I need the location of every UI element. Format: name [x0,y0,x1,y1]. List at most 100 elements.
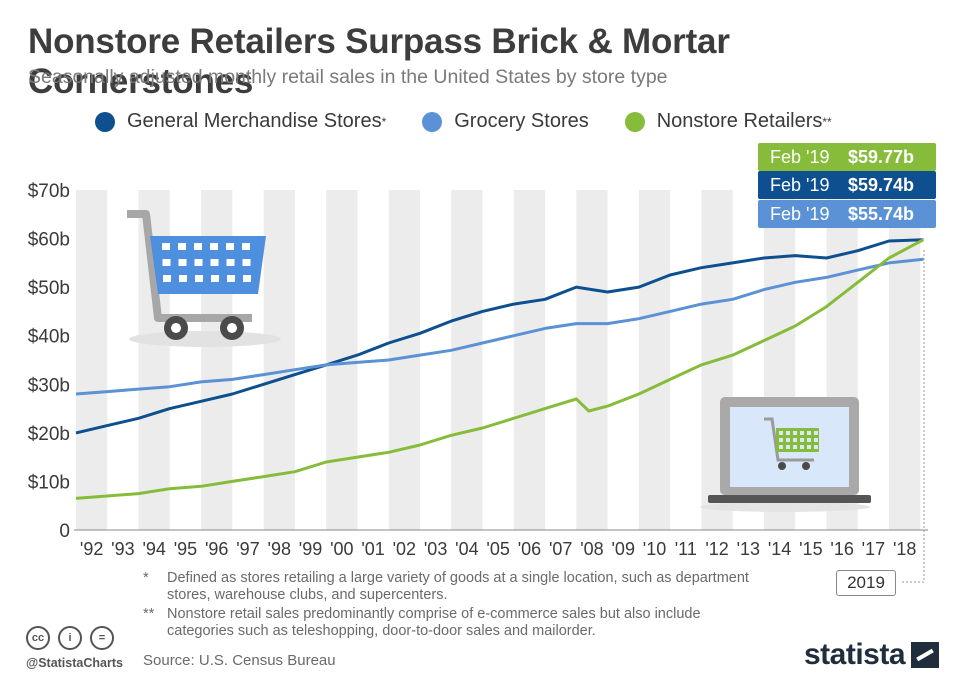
year-box: 2019 [836,570,896,596]
laptop-cart-cell [800,431,804,435]
laptop-cart-cell [800,438,804,442]
year-band [513,190,546,530]
cart-grid-cell [242,243,250,250]
x-tick-label: '13 [737,539,760,559]
laptop-cart-cell [779,431,783,435]
cart-grid-cell [179,275,187,282]
x-tick-label: '94 [142,539,165,559]
cart-grid-cell [178,243,186,250]
chart-title: Nonstore Retailers Surpass Brick & Morta… [28,22,730,101]
x-tick-label: '98 [268,539,291,559]
cart-grid-cell [163,275,171,282]
cart-grid-cell [162,259,171,266]
x-tick-label: '95 [174,539,197,559]
cart-grid-cell [195,275,203,282]
x-tick-label: '00 [330,539,353,559]
y-tick-label: 0 [59,521,70,542]
callout-date: Feb '19 [770,146,830,167]
footnote: * Defined as stores retailing a large va… [143,570,763,604]
legend-swatch-nonstore [624,111,645,132]
footnote: ** Nonstore retail sales predominantly c… [143,606,763,640]
y-tick-label: $30b [28,375,70,396]
laptop-icon [700,397,871,512]
x-tick-label: '11 [675,539,697,559]
y-tick-label: $20b [28,424,70,445]
no-derivatives-icon: = [90,626,114,650]
value-callout: Feb '19 $59.77b [758,143,936,171]
x-tick-label: '01 [361,539,384,559]
laptop-cart-cell [807,438,811,442]
footnote-text: Nonstore retail sales predominantly comp… [167,606,701,639]
x-tick-label: '08 [580,539,603,559]
footnotes: * Defined as stores retailing a large va… [143,570,763,642]
series-lines [75,238,925,500]
year-band [576,190,608,530]
laptop-cart-cell [814,445,818,449]
laptop-cart-cell [779,438,783,442]
laptop-cart-cell [786,431,790,435]
x-tick-label: '02 [393,539,416,559]
legend-label-general-merchandise: General Merchandise Stores [127,110,382,132]
cart-grid-cell [227,275,235,282]
cart-grid-cell [243,275,251,282]
y-tick-label: $50b [28,278,70,299]
cart-grid-cell [210,243,218,250]
callout-value: $55.74b [848,203,915,224]
cart-grid-cell [226,243,234,250]
callout-date: Feb '19 [770,203,830,224]
laptop-cart-cell [793,431,797,435]
x-tick-label: '14 [768,539,791,559]
value-callout: Feb '19 $59.74b [758,171,936,199]
cart-grid-cell [194,259,203,266]
laptop-cart-cell [786,445,790,449]
laptop-cart-cell [793,445,797,449]
illustrations [127,210,871,512]
laptop-cart-cell [814,431,818,435]
year-band [263,190,295,530]
legend-footnote-mark: ** [822,114,832,129]
legend-label-nonstore: Nonstore Retailers [656,110,823,132]
laptop-cart-cell [807,445,811,449]
x-tick-label: '92 [80,539,103,559]
social-handle[interactable]: @StatistaCharts [26,656,123,670]
brand-name: statista [804,638,906,671]
y-axis-labels: 0 $10b $20b $30b $40b $50b $60b $70b [28,181,70,542]
attribution-icon: i [58,626,82,650]
year-band [889,190,921,530]
x-tick-label: '07 [549,539,572,559]
y-tick-label: $10b [28,472,70,493]
cart-grid-cell [211,275,219,282]
series-line-1 [75,257,924,396]
value-callout: Feb '19 $55.74b [758,200,936,228]
callout-value: $59.77b [848,146,915,167]
shopping-cart-icon [127,210,281,347]
laptop-cart-cell [814,438,818,442]
x-axis-labels: '92 '93 '94 '95 '96 '97 '98 '99 '00 '01 '02 '03 '04 '… [80,539,917,559]
y-tick-label: $60b [28,230,70,251]
x-tick-label: '96 [205,539,228,559]
legend-item-general-merchandise: General Merchandise Stores * [95,110,386,133]
x-tick-label: '16 [830,539,853,559]
source-note: Source: U.S. Census Bureau [143,652,336,669]
x-tick-label: '09 [612,539,635,559]
x-tick-label: '05 [486,539,509,559]
x-tick-label: '12 [705,539,728,559]
cart-grid-cell [226,259,235,266]
x-tick-label: '04 [455,539,478,559]
callout-value: $59.74b [848,174,915,195]
laptop-cart-cell [807,431,811,435]
footnote-text: Defined as stores retailing a large vari… [167,570,749,603]
x-tick-label: '93 [111,539,134,559]
legend-footnote-mark: * [381,114,387,129]
license-icons: cc i = [26,626,122,650]
chart-subtitle: Seasonally adjusted monthly retail sales… [28,66,668,88]
brand-logo[interactable]: statista [804,638,940,672]
cart-grid-cell [194,243,202,250]
brand-mark-icon [911,642,940,668]
x-tick-label: '17 [862,539,885,559]
laptop-cart-cell [786,438,790,442]
series-line-0 [75,238,924,435]
y-tick-label: $70b [28,181,70,202]
laptop-cart-cell [800,445,804,449]
footnote-mark: ** [143,606,155,622]
